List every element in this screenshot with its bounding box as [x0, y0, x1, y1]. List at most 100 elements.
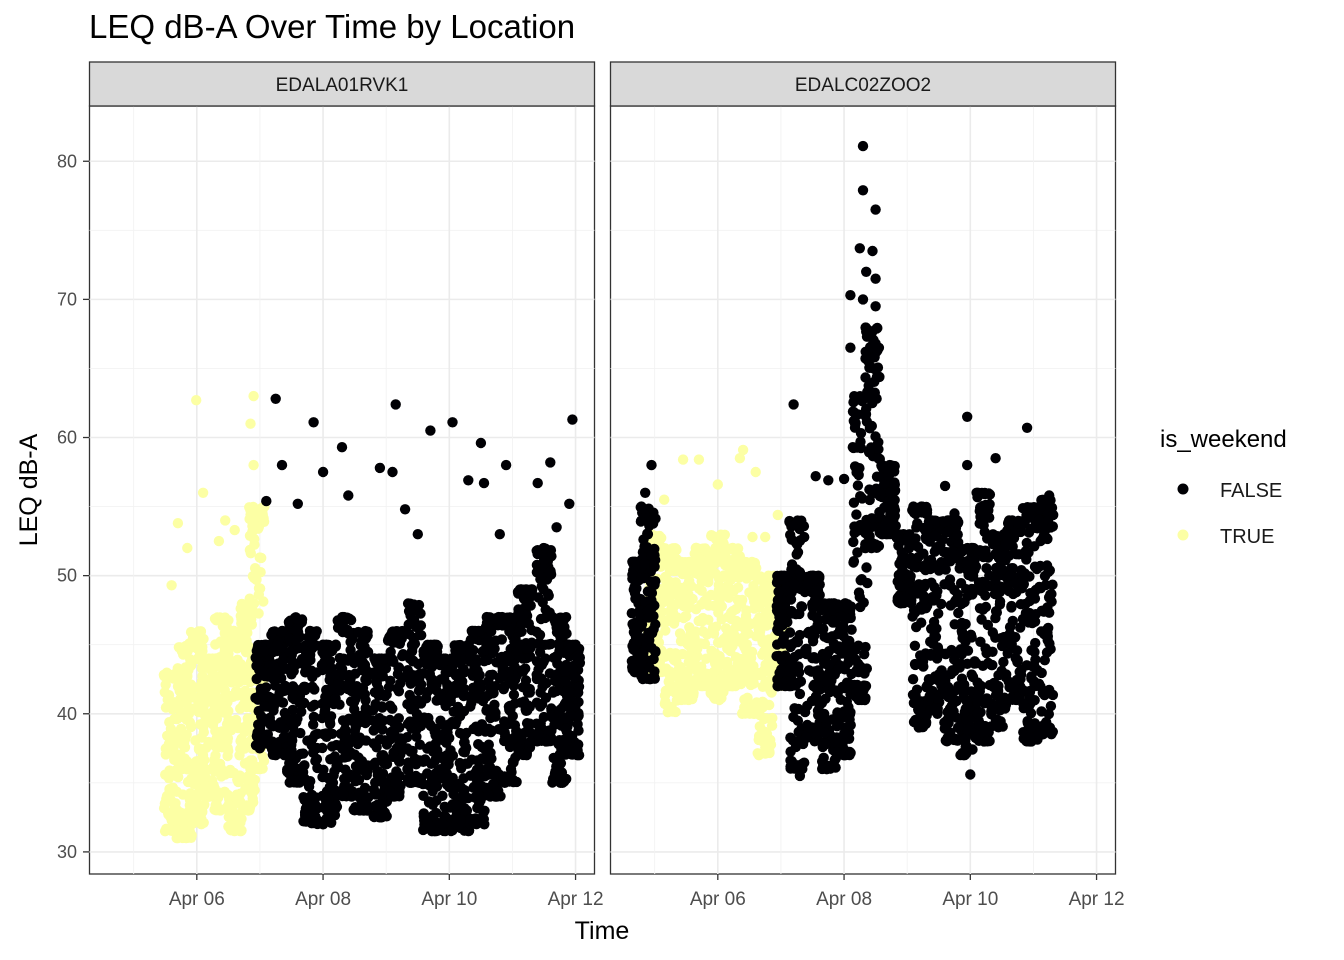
data-point: [866, 420, 877, 432]
data-point: [959, 706, 970, 718]
data-point: [317, 662, 329, 673]
data-point: [420, 693, 432, 704]
data-point: [377, 750, 389, 761]
data-point: [930, 703, 941, 715]
data-point: [252, 656, 263, 667]
data-point: [166, 732, 177, 743]
data-point: [277, 697, 289, 708]
data-point: [983, 488, 994, 499]
data-point: [300, 647, 312, 658]
data-point: [648, 624, 659, 635]
data-point: [927, 591, 938, 603]
data-point: [980, 601, 992, 613]
data-point: [488, 647, 499, 658]
data-point: [209, 804, 220, 815]
data-point: [498, 684, 509, 695]
data-point: [269, 674, 280, 686]
data-point: [522, 687, 534, 698]
data-point: [739, 694, 750, 705]
data-point: [287, 735, 298, 746]
data-point: [234, 796, 246, 807]
data-point: [390, 631, 401, 643]
data-point: [487, 778, 499, 790]
data-point: [851, 665, 862, 676]
data-point: [334, 699, 345, 710]
data-point: [990, 612, 1001, 624]
data-point: [222, 733, 234, 744]
data-point: [442, 665, 453, 676]
facet-1-point-clouds: [158, 501, 586, 844]
data-point: [226, 671, 238, 682]
data-point: [667, 549, 678, 561]
data-point: [355, 640, 366, 651]
data-point: [543, 639, 554, 650]
data-point: [287, 704, 298, 716]
data-point: [863, 447, 875, 458]
data-point: [379, 691, 391, 702]
data-point: [497, 723, 508, 734]
data-point: [942, 555, 953, 566]
data-point: [821, 632, 833, 643]
data-point: [388, 747, 399, 758]
data-point: [908, 561, 919, 572]
data-point: [437, 790, 448, 801]
data-point: [573, 681, 585, 692]
data-point: [337, 743, 348, 754]
data-point: [354, 787, 365, 798]
data-point: [801, 731, 812, 743]
data-point: [504, 741, 516, 753]
data-point: [850, 654, 861, 665]
data-point: [939, 579, 950, 590]
data-point: [561, 726, 572, 737]
data-point-outlier: [545, 457, 556, 468]
data-point: [722, 580, 733, 592]
data-point: [228, 627, 239, 638]
data-point: [739, 556, 751, 568]
data-point: [278, 732, 289, 743]
data-point: [796, 601, 808, 612]
data-point: [987, 659, 998, 671]
data-point: [845, 719, 856, 731]
data-point: [909, 640, 921, 651]
facet-1: EDALA01RVK1: [88, 61, 596, 875]
data-point: [697, 612, 709, 624]
data-point: [952, 529, 963, 540]
data-point: [299, 697, 310, 709]
data-point: [259, 701, 270, 712]
data-point: [990, 575, 1001, 586]
data-point: [930, 515, 941, 526]
data-point: [841, 696, 852, 707]
data-point: [381, 758, 393, 770]
data-point: [383, 682, 395, 693]
data-point: [299, 807, 311, 818]
data-point: [520, 663, 531, 674]
data-point: [715, 529, 727, 540]
data-point: [497, 669, 509, 681]
data-point: [182, 671, 193, 682]
data-point-outlier: [494, 529, 505, 540]
data-point: [551, 685, 562, 697]
data-point: [1004, 550, 1015, 561]
data-point: [910, 694, 922, 705]
data-point: [802, 627, 814, 639]
data-point: [833, 709, 844, 720]
data-point: [690, 604, 702, 615]
data-point: [390, 790, 401, 801]
data-point-outlier: [270, 393, 281, 404]
data-point: [909, 607, 921, 618]
data-point: [308, 711, 320, 723]
data-point-outlier: [248, 459, 259, 471]
data-point: [920, 506, 932, 518]
data-point: [858, 597, 869, 608]
data-point: [306, 665, 317, 676]
data-point-outlier: [567, 414, 578, 425]
data-point: [739, 570, 750, 581]
data-point: [318, 640, 329, 651]
data-point: [318, 764, 329, 775]
data-point: [753, 734, 765, 745]
data-point: [236, 618, 247, 629]
data-point: [216, 771, 227, 782]
data-point: [483, 635, 494, 646]
data-point: [513, 746, 524, 758]
